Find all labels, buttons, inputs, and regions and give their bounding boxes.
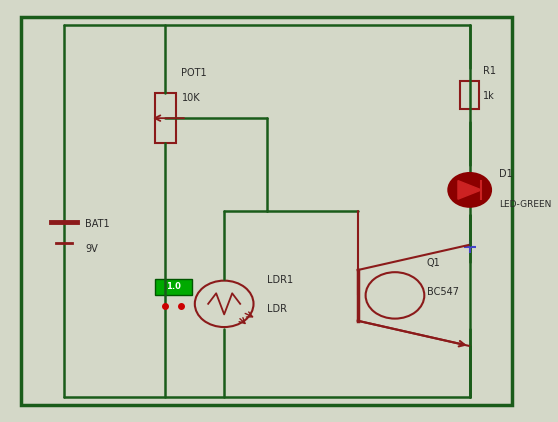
Text: 1k: 1k: [483, 91, 495, 101]
Bar: [460, 81, 479, 108]
Bar: [155, 279, 192, 295]
Text: R1: R1: [483, 66, 496, 76]
Polygon shape: [458, 181, 482, 199]
Text: BAT1: BAT1: [85, 219, 110, 229]
Text: BC547: BC547: [427, 287, 459, 298]
Text: LED-GREEN: LED-GREEN: [499, 200, 551, 209]
Text: POT1: POT1: [181, 68, 207, 78]
Text: 1.0: 1.0: [166, 282, 181, 292]
Text: 9V: 9V: [85, 244, 98, 254]
Circle shape: [448, 173, 491, 207]
Bar: [155, 93, 176, 143]
Text: LDR: LDR: [267, 304, 287, 314]
Text: Q1: Q1: [427, 258, 441, 268]
Text: LDR1: LDR1: [267, 275, 293, 285]
Text: 10K: 10K: [181, 93, 200, 103]
Text: D1: D1: [499, 169, 513, 179]
